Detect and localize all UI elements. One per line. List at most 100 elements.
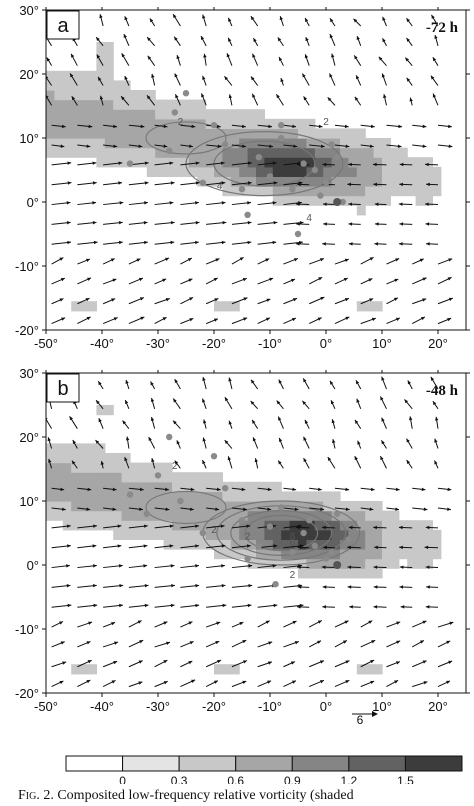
wind-vector-head <box>88 621 93 625</box>
wind-vector-head <box>349 605 353 609</box>
wind-vector-head <box>397 144 402 148</box>
wind-vector-head <box>93 603 98 608</box>
wind-vector-head <box>247 220 252 225</box>
wind-vector-head <box>297 545 302 550</box>
wind-vector-head <box>356 75 360 80</box>
wind-vector-head <box>46 76 49 79</box>
wind-vector-head <box>169 524 174 528</box>
wind-vector-head <box>293 298 298 302</box>
wind-vector-head <box>242 680 247 685</box>
wind-vector-head <box>425 162 429 167</box>
wind-vector-head <box>348 242 353 246</box>
wind-vector-head <box>119 583 124 588</box>
genesis-point <box>171 109 178 116</box>
colorbar-label: 1.2 <box>341 774 358 784</box>
wind-vector-head <box>125 379 129 384</box>
wind-vector-head <box>118 240 123 245</box>
genesis-point <box>311 166 318 174</box>
wind-vector-head <box>393 297 398 301</box>
genesis-point <box>328 549 335 556</box>
wind-vector-head <box>222 603 227 608</box>
wind-vector-head <box>228 94 233 99</box>
wind-vector-head <box>175 94 179 99</box>
wind-vector-head <box>85 258 90 262</box>
wind-vector-head <box>47 437 51 442</box>
wind-vector-head <box>221 583 226 588</box>
wind-vector-head <box>432 401 437 406</box>
wind-vector-head <box>188 278 193 282</box>
wind-vector-head <box>59 298 64 302</box>
y-tick-label: -10° <box>15 259 39 274</box>
wind-vector-head <box>266 298 271 302</box>
wind-vector-head <box>173 420 177 425</box>
wind-vector <box>46 418 53 429</box>
wind-vector-head <box>93 564 97 568</box>
y-tick-label: 30° <box>19 3 39 18</box>
wind-vector-head <box>112 278 117 282</box>
plot-frame <box>45 9 467 331</box>
genesis-point <box>238 517 246 524</box>
wind-vector-head <box>280 78 284 83</box>
wind-vector-head <box>150 381 154 386</box>
panel-letter-box <box>46 373 80 403</box>
wind-vector-head <box>99 95 104 100</box>
genesis-point <box>334 510 341 517</box>
wind-vector-head <box>98 76 102 81</box>
wind-vector-head <box>195 181 200 185</box>
wind-vector-head <box>147 37 151 41</box>
x-tick-label: -20° <box>202 699 226 714</box>
wind-vector-head <box>347 545 351 550</box>
wind-vector-head <box>252 93 256 98</box>
wind-vector-head <box>295 242 300 246</box>
wind-vector-head <box>138 144 143 148</box>
wind-vector-head <box>447 318 452 322</box>
wind-vector-head <box>113 124 117 129</box>
x-tick-label: -20° <box>202 336 226 351</box>
wind-vector-head <box>169 544 174 548</box>
x-tick-label: 10° <box>372 336 392 351</box>
wind-vector-head <box>297 182 301 187</box>
wind-vector-head <box>250 16 255 21</box>
wind-vector-head <box>370 680 375 685</box>
wind-vector-head <box>381 73 386 78</box>
wind-vector-head <box>195 544 199 548</box>
wind-vector-head <box>447 277 452 281</box>
wind-vector-head <box>423 507 428 511</box>
wind-vector-head <box>303 458 307 463</box>
contour-label: 2 <box>178 117 184 128</box>
wind-vector-head <box>406 77 411 82</box>
wind-vector-head <box>268 641 273 645</box>
wind-vector-head <box>165 257 170 261</box>
wind-vector-head <box>425 565 430 569</box>
wind-vector-head <box>267 680 272 684</box>
colorbar-label: 0 <box>119 774 126 784</box>
genesis-point <box>154 472 162 479</box>
wind-vector-head <box>265 258 270 262</box>
wind-vector-head <box>87 277 92 281</box>
x-tick-label: -30° <box>146 336 170 351</box>
wind-vector-head <box>162 278 167 282</box>
wind-vector-head <box>399 222 404 226</box>
wind-vector-head <box>425 222 430 226</box>
wind-vector-head <box>426 242 430 246</box>
map-plot-a: 2 2 4 4 -50° -40° -30° -20° -10° 0° 10° 20° 30° 20° 10… <box>15 3 470 351</box>
wind-vector-head <box>202 437 206 442</box>
wind-vector-head <box>137 620 142 624</box>
wind-vector-head <box>125 436 130 441</box>
wind-vector-head <box>320 144 325 148</box>
wind-vector-head <box>59 257 64 261</box>
contour-label: 2 <box>211 525 217 536</box>
wind-vector-head <box>60 641 65 645</box>
genesis-point <box>126 160 134 167</box>
wind-vector-head <box>170 240 175 245</box>
wind-vector-head <box>303 378 307 383</box>
wind-vector-head <box>404 399 409 404</box>
genesis-point <box>210 122 218 129</box>
wind-vector-head <box>136 258 141 262</box>
wind-vector-head <box>150 397 155 402</box>
wind-vector-head <box>220 161 225 165</box>
wind-vector-head <box>165 298 170 302</box>
wind-vector-head <box>357 440 361 445</box>
wind-vector-head <box>398 525 403 530</box>
wind-vector-head <box>297 605 301 609</box>
